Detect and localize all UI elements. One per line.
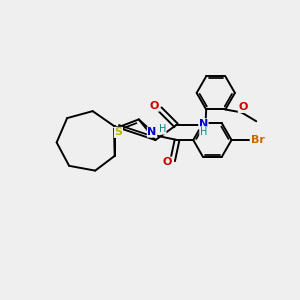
Text: N: N [199,119,208,129]
Text: H: H [200,127,207,137]
Text: O: O [163,157,172,167]
Text: S: S [114,128,122,137]
Text: N: N [147,127,157,137]
Text: O: O [238,102,248,112]
Text: H: H [159,124,166,134]
Text: O: O [150,101,159,111]
Text: Br: Br [251,135,265,145]
